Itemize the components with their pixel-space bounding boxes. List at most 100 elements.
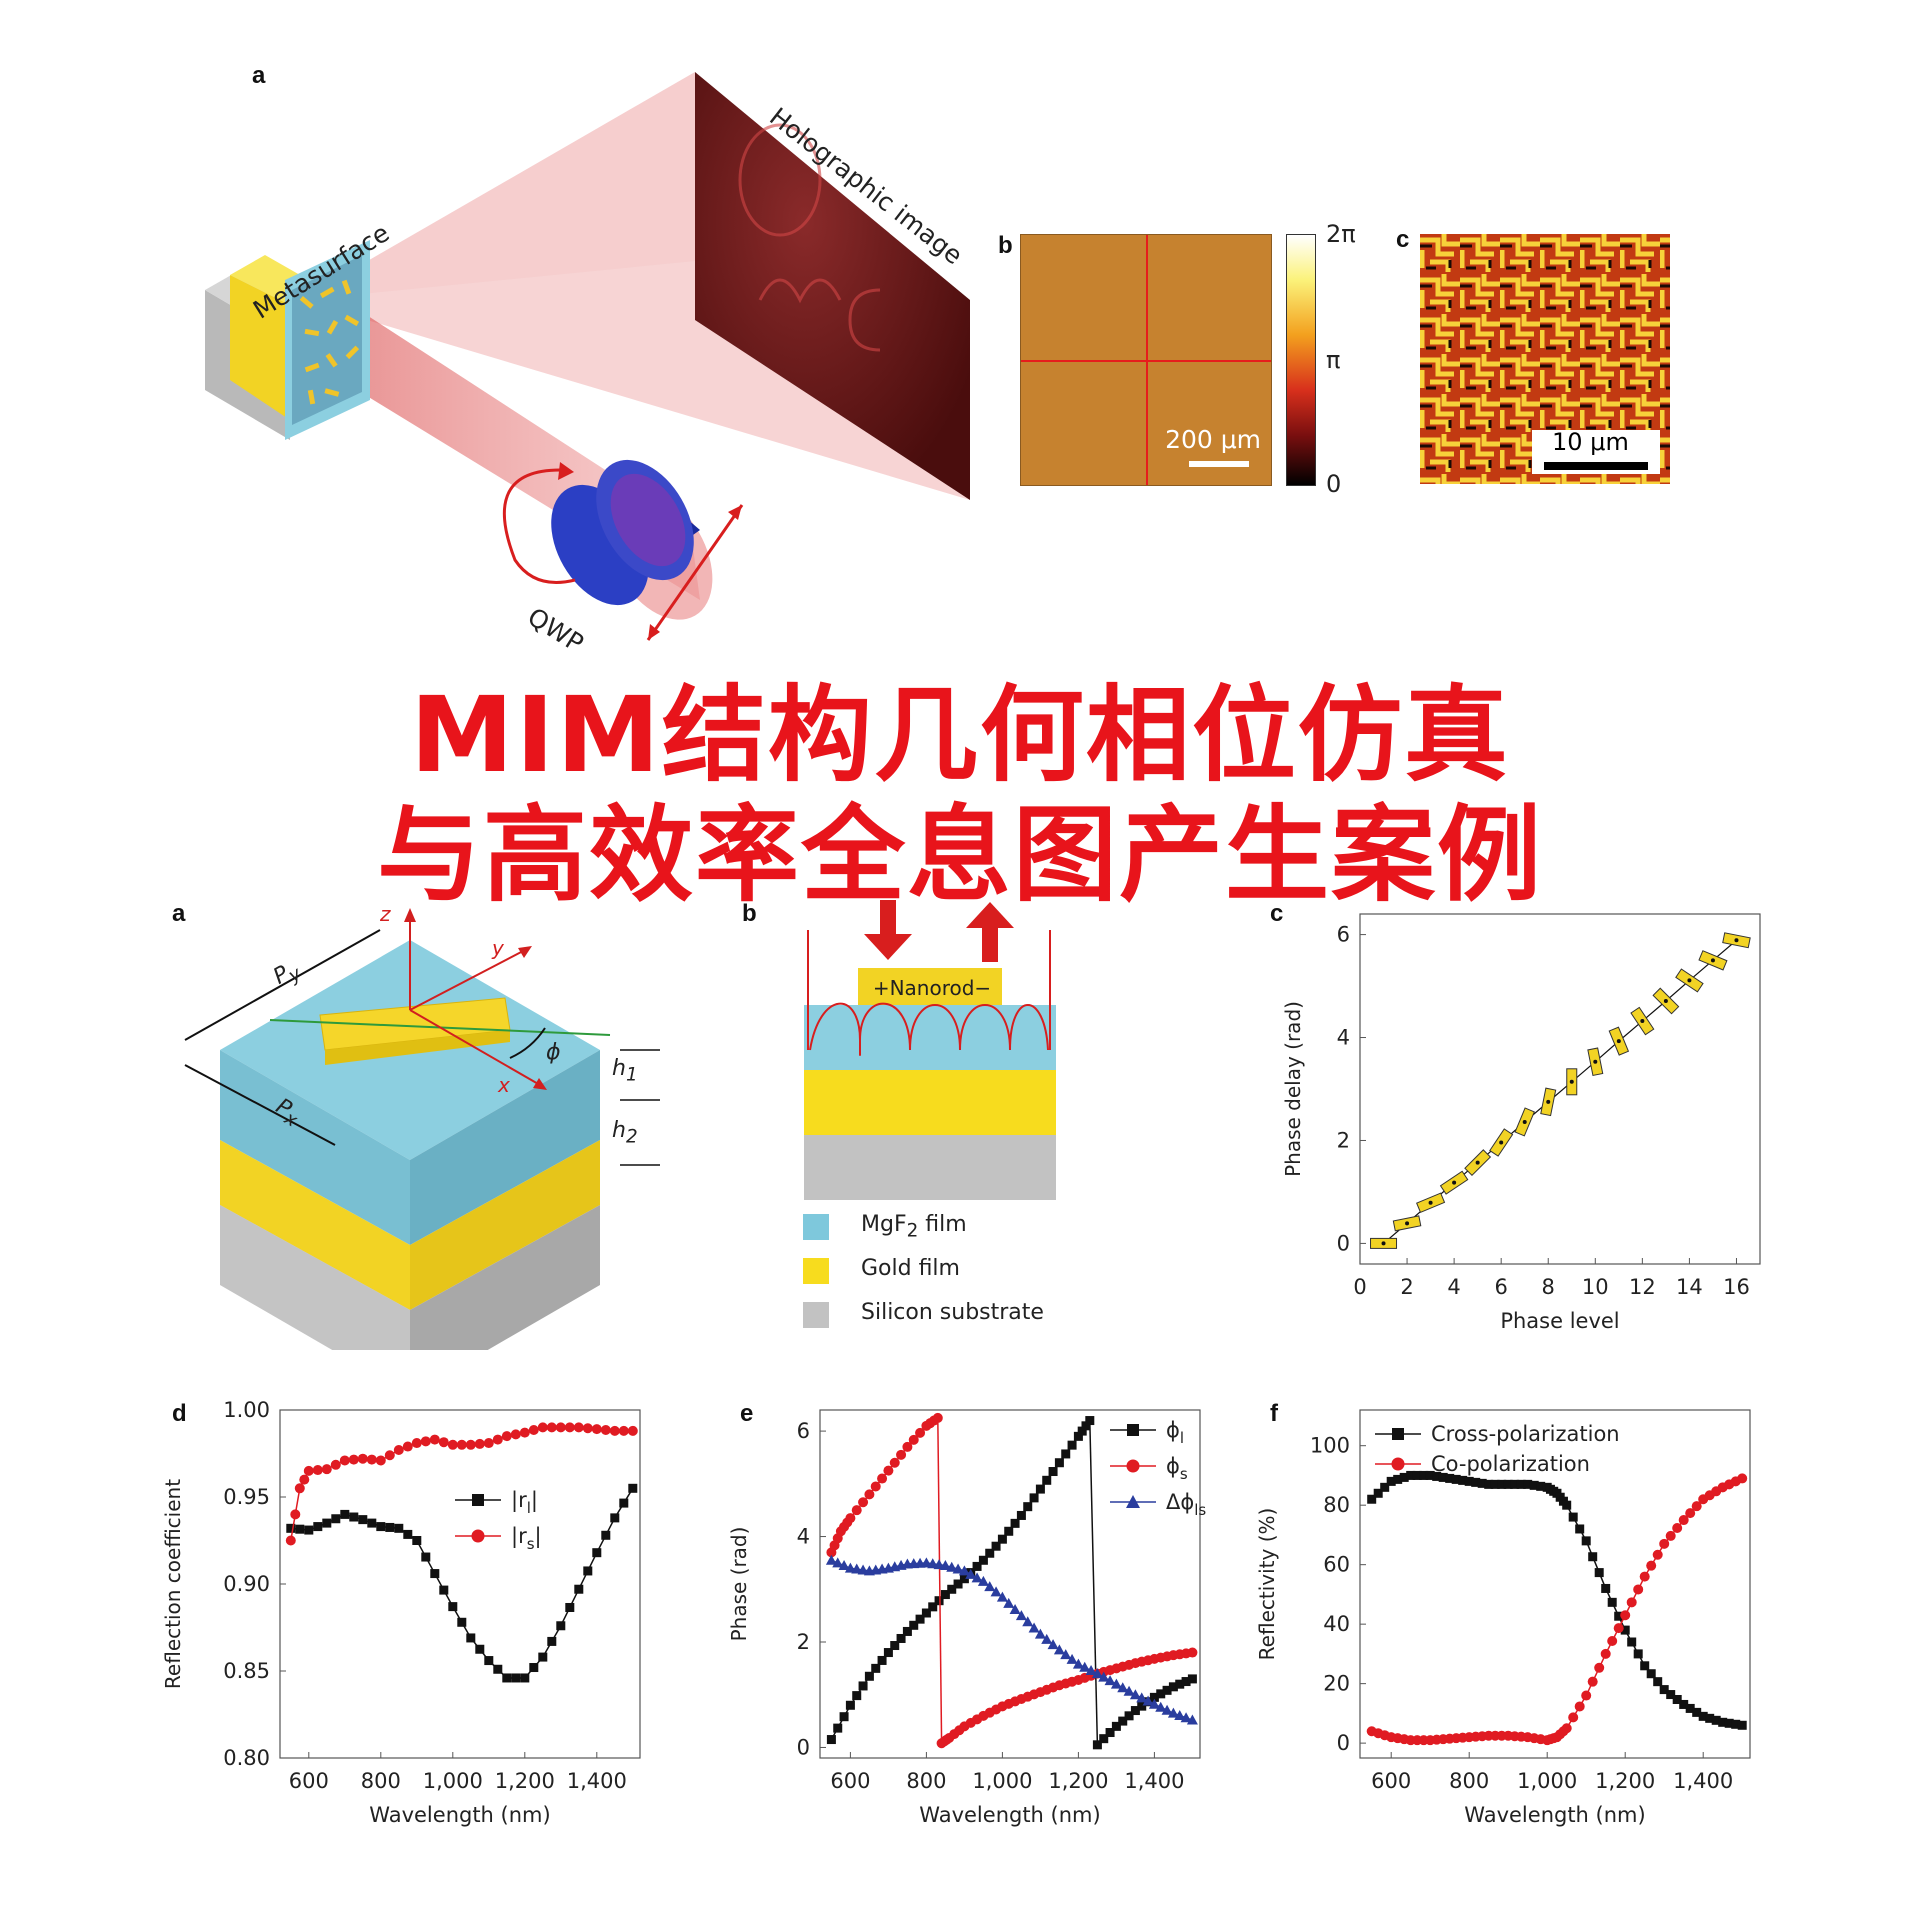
data-point <box>991 1541 1001 1551</box>
data-point <box>555 1422 566 1433</box>
data-point <box>1685 1508 1696 1519</box>
x-axis-label: Wavelength (nm) <box>1464 1803 1645 1827</box>
data-point <box>1016 1510 1026 1520</box>
data-point <box>902 1441 913 1452</box>
data-point <box>1620 1625 1630 1635</box>
data-point <box>1626 1597 1637 1608</box>
data-point <box>990 1586 1002 1597</box>
data-point <box>1678 1515 1689 1526</box>
data-point <box>1724 1718 1734 1728</box>
x-tick-label: 2 <box>1400 1275 1413 1299</box>
data-point <box>953 1579 963 1589</box>
data-point <box>1035 1484 1045 1494</box>
data-point <box>1639 1571 1650 1582</box>
data-point <box>996 1591 1008 1602</box>
data-point-center <box>1475 1160 1480 1165</box>
data-point <box>1081 1421 1091 1431</box>
x-tick-label: 600 <box>830 1769 870 1793</box>
x-tick-label: 800 <box>906 1769 946 1793</box>
data-point <box>1419 1470 1429 1480</box>
y-tick-label: 1.00 <box>223 1398 270 1422</box>
data-point <box>1167 1707 1179 1718</box>
data-point <box>1126 1459 1140 1473</box>
y-tick-label: 2 <box>797 1630 810 1654</box>
data-point <box>1023 1502 1033 1512</box>
data-point <box>1127 1424 1139 1436</box>
data-point <box>1148 1698 1160 1709</box>
panel-letter-e: e <box>740 1400 754 1427</box>
data-point <box>1168 1682 1178 1692</box>
axis-label-x: x <box>498 1073 510 1097</box>
panel-letter-mid-b: b <box>742 900 757 927</box>
data-point <box>339 1455 350 1466</box>
x-tick-label: 12 <box>1629 1275 1656 1299</box>
data-point <box>1004 1526 1014 1536</box>
data-point <box>429 1434 440 1445</box>
data-point <box>618 1425 629 1436</box>
data-point <box>1186 1714 1198 1725</box>
data-point <box>946 1561 958 1572</box>
y-tick-label: 60 <box>1323 1553 1350 1577</box>
data-point <box>1029 1493 1039 1503</box>
title-line-1: MIM结构几何相位仿真 <box>410 674 1510 796</box>
data-point <box>1066 1653 1078 1664</box>
data-point-center <box>1499 1140 1504 1145</box>
data-point <box>852 1691 862 1701</box>
data-point <box>1067 1440 1077 1450</box>
top-schematic <box>205 72 970 641</box>
data-point <box>1620 1610 1631 1621</box>
data-point <box>1737 1473 1748 1484</box>
data-point <box>934 1596 944 1606</box>
legend-label: Gold film <box>861 1256 960 1281</box>
y-tick-label: 6 <box>1337 923 1350 947</box>
data-point <box>1646 1560 1657 1571</box>
data-point <box>1698 1711 1708 1721</box>
legend-label: Silicon substrate <box>861 1300 1044 1325</box>
data-point <box>845 1700 855 1710</box>
data-point <box>348 1454 359 1465</box>
data-point <box>501 1431 512 1442</box>
data-point <box>1575 1524 1585 1534</box>
data-point <box>833 1723 843 1733</box>
data-point-center <box>1381 1241 1386 1246</box>
data-point <box>997 1534 1007 1544</box>
scale-label-200um: 200 μm <box>1165 425 1261 454</box>
data-point <box>547 1636 557 1646</box>
x-tick-label: 8 <box>1542 1275 1555 1299</box>
y-axis-label: Reflectivity (%) <box>1255 1508 1279 1661</box>
data-point <box>1009 1603 1021 1614</box>
data-point <box>519 1427 530 1438</box>
data-point <box>1174 1709 1186 1720</box>
panel-letter-mid-a: a <box>172 900 186 927</box>
data-point <box>1110 1678 1122 1689</box>
data-point <box>1028 1622 1040 1633</box>
data-point <box>1406 1470 1416 1480</box>
data-point <box>1464 1476 1474 1486</box>
data-point <box>1048 1467 1058 1477</box>
colorbar-tick-pi: π <box>1326 346 1341 374</box>
data-point <box>1162 1685 1172 1695</box>
data-point <box>1600 1648 1611 1659</box>
data-point <box>870 1481 881 1492</box>
data-point <box>582 1423 593 1434</box>
legend-label: ϕs <box>1166 1454 1188 1483</box>
data-point <box>832 1557 844 1568</box>
data-point <box>1054 1458 1064 1468</box>
data-point <box>1574 1701 1585 1712</box>
data-point <box>430 1569 440 1579</box>
cross-section-diagram <box>804 900 1056 1200</box>
data-point <box>1477 1478 1487 1488</box>
data-point <box>1737 1720 1747 1730</box>
data-point <box>1003 1597 1015 1608</box>
data-point <box>1123 1685 1135 1696</box>
data-point <box>858 1681 868 1691</box>
data-point <box>1072 1658 1084 1669</box>
data-point <box>1613 1623 1624 1634</box>
nanorod-label: +Nanorod− <box>872 976 992 1000</box>
qwp-plate <box>551 459 700 606</box>
data-point <box>493 1664 503 1674</box>
data-point <box>826 1735 836 1745</box>
data-point <box>1633 1584 1644 1595</box>
data-point <box>1587 1676 1598 1687</box>
data-point <box>1561 1723 1572 1734</box>
